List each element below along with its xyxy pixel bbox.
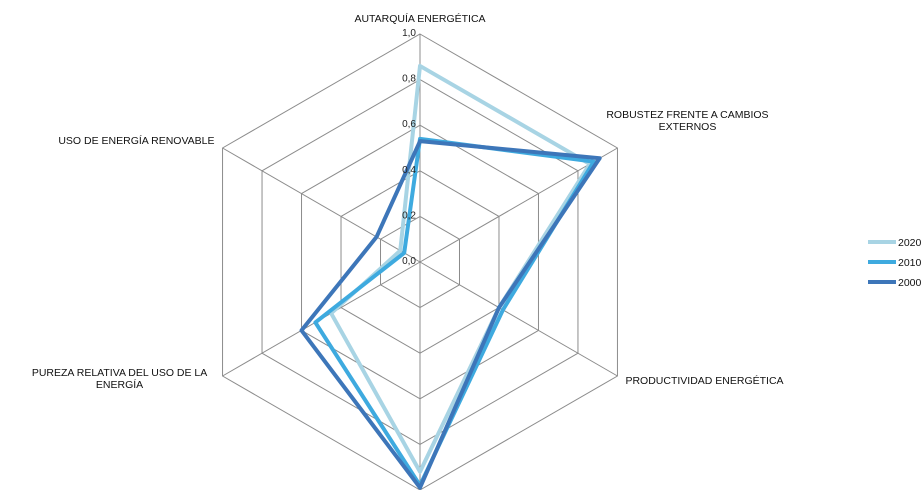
legend-label-2000: 2000 xyxy=(898,277,922,289)
radar-series xyxy=(299,63,602,490)
grid-spoke xyxy=(419,261,618,377)
axis-label-3: PRODUCTIVIDAD ENERGÉTICA xyxy=(625,374,783,387)
tick-label: 1,0 xyxy=(402,28,416,39)
tick-label: 0,6 xyxy=(402,119,416,130)
radar-grid xyxy=(222,33,618,490)
tick-label: 0,4 xyxy=(402,165,416,176)
tick-label: 0,0 xyxy=(402,256,416,267)
tick-label: 0,2 xyxy=(402,210,416,221)
axis-label-5: ENERGÍA xyxy=(96,378,143,391)
tick-label: 0,8 xyxy=(402,74,416,85)
radial-tick-labels: 0,0 0,2 0,4 0,6 0,8 1,0 xyxy=(402,28,416,267)
axis-label-2: ROBUSTEZ FRENTE A CAMBIOS xyxy=(606,109,768,121)
axis-label-6: USO DE ENERGÍA RENOVABLE xyxy=(58,134,214,147)
series-line-2000 xyxy=(299,139,602,490)
axis-label-2: EXTERNOS xyxy=(659,121,717,133)
series-line-2020 xyxy=(329,63,592,474)
axis-labels: AUTARQUÍA ENERGÉTICA ROBUSTEZ FRENTE A CA… xyxy=(32,12,784,391)
grid-spoke xyxy=(419,147,618,263)
legend: 2020 2010 2000 xyxy=(868,237,922,289)
legend-label-2020: 2020 xyxy=(898,237,922,249)
grid-spoke xyxy=(222,147,421,263)
axis-label-1: AUTARQUÍA ENERGÉTICA xyxy=(354,12,485,25)
legend-label-2010: 2010 xyxy=(898,257,922,269)
axis-label-5: PUREZA RELATIVA DEL USO DE LA xyxy=(32,367,207,379)
